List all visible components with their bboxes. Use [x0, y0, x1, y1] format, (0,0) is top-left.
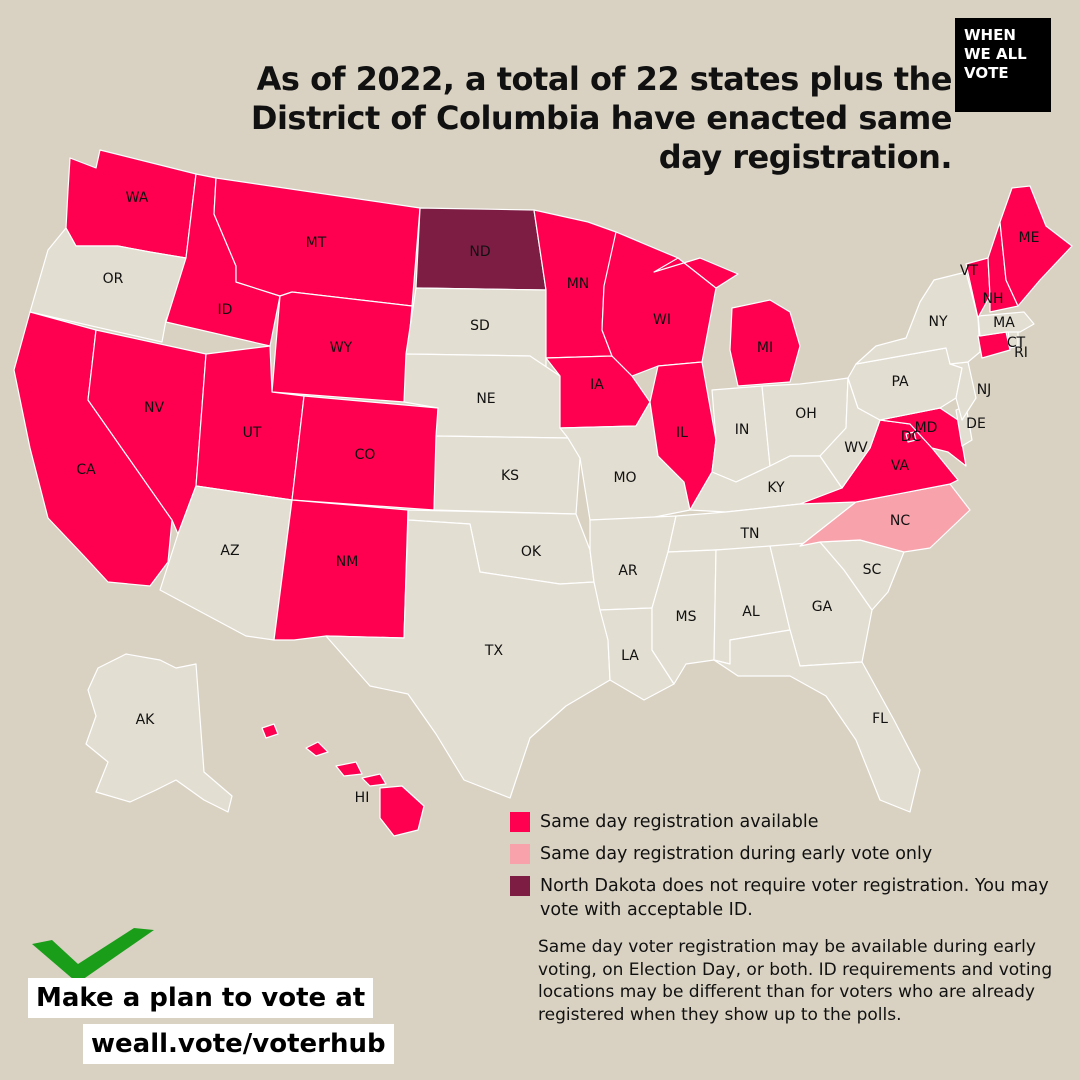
state-label-nm: NM — [336, 554, 359, 570]
state-label-ar: AR — [618, 563, 638, 579]
state-fl — [713, 629, 921, 813]
state-label-or: OR — [103, 271, 124, 287]
legend-item-available: Same day registration available — [510, 810, 1060, 834]
state-label-mo: MO — [613, 470, 636, 486]
checkmark-icon — [32, 928, 154, 980]
state-ny — [855, 271, 981, 365]
state-nm — [273, 499, 409, 641]
state-label-sd: SD — [470, 318, 490, 334]
state-label-ut: UT — [243, 425, 262, 441]
call-to-action: Make a plan to vote at weall.vote/voterh… — [28, 978, 394, 1064]
state-label-de: DE — [966, 416, 986, 432]
state-label-nv: NV — [144, 400, 164, 416]
state-tx — [325, 519, 611, 799]
state-ma — [977, 311, 1035, 337]
state-label-ct: CT — [1007, 335, 1026, 351]
map-legend: Same day registration available Same day… — [510, 810, 1060, 930]
state-label-ky: KY — [767, 480, 785, 496]
state-label-mt: MT — [306, 235, 327, 251]
state-ak — [85, 653, 233, 813]
state-label-va: VA — [891, 458, 910, 474]
state-label-la: LA — [621, 648, 639, 664]
state-hi — [261, 723, 425, 837]
legend-swatch-early-vote-only — [510, 844, 530, 864]
state-ks — [433, 435, 581, 515]
state-label-nc: NC — [890, 513, 910, 529]
state-label-md: MD — [915, 420, 938, 436]
state-label-hi: HI — [355, 790, 370, 806]
legend-label-early-vote-only: Same day registration during early vote … — [540, 844, 933, 864]
state-label-wy: WY — [330, 340, 353, 356]
state-label-ri: RI — [1014, 345, 1028, 361]
state-label-me: ME — [1019, 230, 1040, 246]
state-label-ok: OK — [521, 544, 542, 560]
state-md — [879, 407, 967, 467]
state-label-nh: NH — [983, 291, 1004, 307]
footnote-text: Same day voter registration may be avail… — [538, 937, 1053, 1025]
state-label-nj: NJ — [977, 382, 992, 398]
state-label-oh: OH — [795, 406, 817, 422]
state-label-az: AZ — [220, 543, 239, 559]
state-label-dc: DC — [901, 429, 922, 445]
state-label-tn: TN — [739, 526, 759, 542]
cta-url[interactable]: weall.vote/voterhub — [83, 1024, 394, 1064]
state-wy — [271, 291, 413, 403]
state-dc — [905, 431, 917, 443]
state-label-vt: VT — [960, 263, 979, 279]
state-label-fl: FL — [872, 711, 888, 727]
state-label-mn: MN — [567, 276, 590, 292]
state-vt — [965, 257, 991, 319]
state-label-il: IL — [676, 425, 688, 441]
state-label-ca: CA — [76, 462, 96, 478]
state-label-ms: MS — [676, 609, 697, 625]
legend-item-no-registration: North Dakota does not require voter regi… — [510, 874, 1060, 922]
logo-line-1: WHEN — [964, 26, 1016, 44]
state-mi — [653, 257, 801, 387]
logo-line-3: VOTE — [964, 64, 1009, 82]
state-label-ks: KS — [501, 468, 519, 484]
legend-label-available: Same day registration available — [540, 812, 819, 832]
state-label-nd: ND — [469, 244, 490, 260]
state-label-ne: NE — [476, 391, 495, 407]
state-label-wv: WV — [844, 440, 868, 456]
state-label-ia: IA — [590, 377, 604, 393]
state-label-mi: MI — [757, 340, 773, 356]
state-label-al: AL — [742, 604, 760, 620]
when-we-all-vote-logo: WHEN WE ALL VOTE — [955, 18, 1051, 112]
legend-label-no-registration: North Dakota does not require voter regi… — [540, 876, 1049, 920]
state-label-wa: WA — [126, 190, 149, 206]
state-label-in: IN — [735, 422, 750, 438]
state-label-ma: MA — [993, 315, 1015, 331]
legend-swatch-available — [510, 812, 530, 832]
page-title: As of 2022, a total of 22 states plus th… — [250, 60, 953, 176]
state-label-wi: WI — [653, 312, 671, 328]
state-wi — [601, 231, 717, 377]
state-label-ga: GA — [812, 599, 833, 615]
state-me — [999, 185, 1073, 307]
state-label-tx: TX — [484, 643, 504, 659]
state-label-ak: AK — [136, 712, 156, 728]
state-label-id: ID — [218, 302, 233, 318]
state-label-ny: NY — [928, 314, 947, 330]
state-label-co: CO — [355, 447, 376, 463]
cta-line-1: Make a plan to vote at — [28, 978, 374, 1018]
legend-swatch-no-registration — [510, 876, 530, 896]
state-label-pa: PA — [891, 374, 909, 390]
state-label-sc: SC — [863, 562, 882, 578]
legend-item-early-vote-only: Same day registration during early vote … — [510, 842, 1060, 866]
logo-line-2: WE ALL — [964, 45, 1027, 63]
